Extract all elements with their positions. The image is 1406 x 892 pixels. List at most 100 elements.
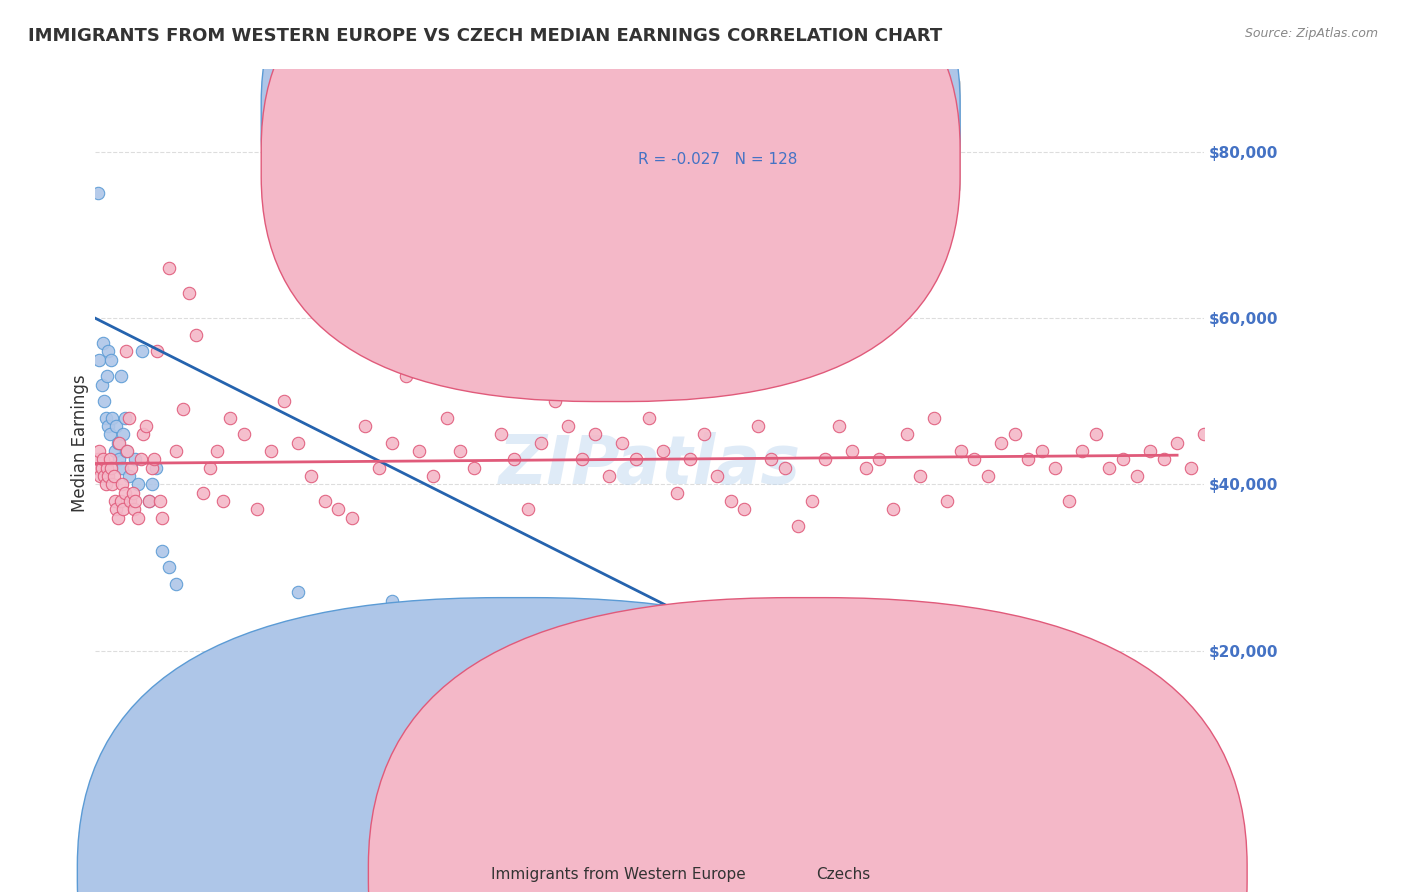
Point [612, 435, 634, 450]
Point [1084, 427, 1107, 442]
Point [936, 610, 959, 624]
Text: R = -0.483   N =  35: R = -0.483 N = 35 [638, 107, 793, 122]
Point [1071, 444, 1094, 458]
Point [124, 452, 146, 467]
Point [260, 444, 283, 458]
Point [186, 327, 208, 342]
Point [557, 419, 579, 434]
Point [107, 510, 129, 524]
Point [118, 494, 141, 508]
Point [314, 494, 336, 508]
Point [100, 352, 122, 367]
Text: Source: ZipAtlas.com: Source: ZipAtlas.com [1244, 27, 1378, 40]
Point [1261, 444, 1284, 458]
Point [115, 444, 138, 458]
Point [232, 427, 254, 442]
Point [733, 502, 755, 516]
Point [1045, 460, 1067, 475]
Point [94, 477, 117, 491]
Point [1274, 460, 1296, 475]
Point [489, 427, 512, 442]
Point [91, 335, 114, 350]
Point [679, 452, 702, 467]
Point [665, 485, 688, 500]
Point [165, 444, 187, 458]
Point [165, 577, 187, 591]
Point [120, 460, 142, 475]
Point [720, 494, 742, 508]
Point [1098, 460, 1121, 475]
Point [212, 494, 235, 508]
Point [145, 460, 167, 475]
Text: ZIPatlas: ZIPatlas [499, 432, 800, 498]
Point [132, 427, 155, 442]
Point [855, 460, 877, 475]
Point [104, 444, 127, 458]
Point [98, 452, 121, 467]
Point [115, 344, 138, 359]
Point [112, 502, 135, 516]
Point [976, 469, 998, 483]
Point [463, 460, 485, 475]
Point [101, 410, 124, 425]
Point [105, 419, 128, 434]
Point [191, 485, 214, 500]
Point [112, 427, 135, 442]
Point [111, 477, 134, 491]
Point [152, 510, 174, 524]
Point [138, 494, 160, 508]
Point [299, 469, 322, 483]
Point [108, 435, 131, 450]
Point [100, 460, 122, 475]
Point [1247, 502, 1270, 516]
Point [395, 369, 418, 384]
Point [103, 469, 125, 483]
Point [105, 502, 128, 516]
Point [198, 460, 221, 475]
Point [1153, 452, 1175, 467]
Point [114, 410, 136, 425]
Point [114, 485, 136, 500]
Point [1057, 494, 1080, 508]
Point [1206, 535, 1229, 549]
Point [157, 560, 180, 574]
Point [110, 494, 132, 508]
Point [90, 377, 112, 392]
Point [93, 394, 115, 409]
Point [179, 286, 201, 301]
Point [97, 344, 120, 359]
Point [143, 452, 166, 467]
Point [503, 452, 526, 467]
Text: IMMIGRANTS FROM WESTERN EUROPE VS CZECH MEDIAN EARNINGS CORRELATION CHART: IMMIGRANTS FROM WESTERN EUROPE VS CZECH … [28, 27, 942, 45]
Point [1220, 419, 1243, 434]
Point [328, 702, 350, 716]
Point [638, 410, 661, 425]
Point [117, 410, 139, 425]
Point [98, 427, 121, 442]
Point [287, 585, 309, 599]
Point [963, 452, 986, 467]
Point [129, 452, 152, 467]
Point [135, 419, 157, 434]
Point [141, 477, 163, 491]
Point [172, 402, 194, 417]
Point [841, 444, 863, 458]
Point [141, 460, 163, 475]
Point [475, 377, 498, 392]
Point [422, 469, 444, 483]
Point [747, 419, 769, 434]
Point [1112, 452, 1135, 467]
Point [149, 494, 172, 508]
Point [381, 435, 404, 450]
FancyBboxPatch shape [262, 0, 960, 357]
Point [1166, 435, 1188, 450]
Point [652, 444, 675, 458]
Point [87, 444, 110, 458]
Point [138, 494, 160, 508]
Point [571, 452, 593, 467]
Point [89, 469, 111, 483]
Point [800, 494, 823, 508]
Point [530, 435, 553, 450]
Point [624, 452, 647, 467]
Point [219, 410, 242, 425]
